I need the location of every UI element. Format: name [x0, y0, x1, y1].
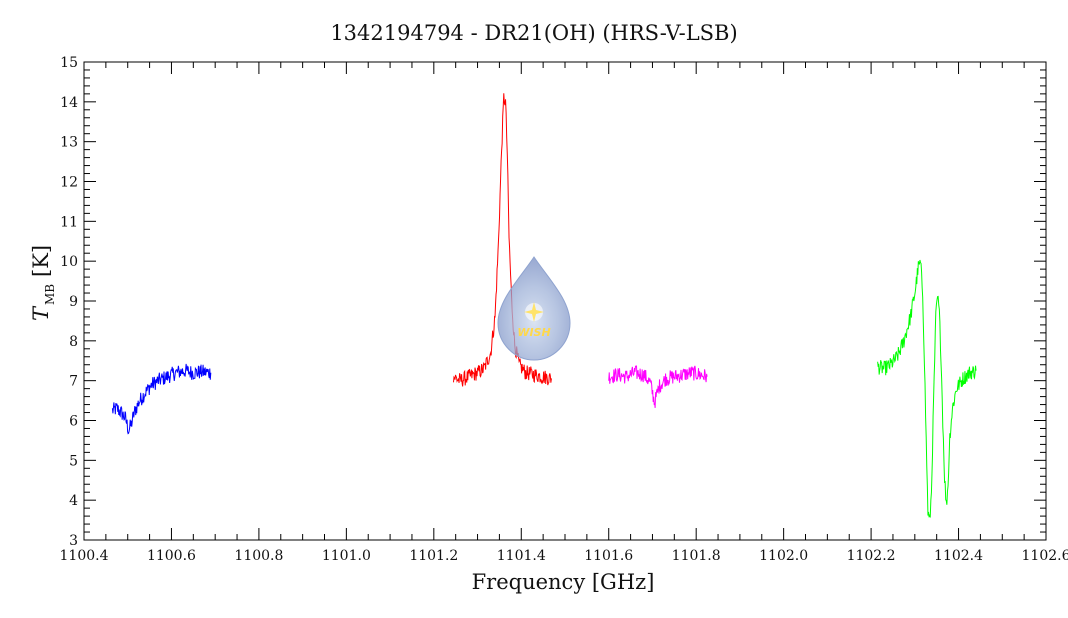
- x-tick-label: 1101.8: [672, 548, 721, 564]
- chart-title: 1342194794 - DR21(OH) (HRS-V-LSB): [330, 21, 737, 45]
- y-axis-label-sub: MB: [43, 284, 57, 305]
- x-tick-label: 1102.4: [934, 548, 983, 564]
- x-tick-label: 1100.8: [234, 548, 283, 564]
- x-tick-label: 1101.4: [497, 548, 546, 564]
- y-axis-label-unit: [K]: [29, 245, 53, 277]
- spectrum-series-3: [608, 365, 708, 408]
- x-tick-label: 1100.4: [60, 548, 109, 564]
- x-tick-label: 1101.2: [409, 548, 458, 564]
- plot-frame: [83, 61, 1047, 541]
- y-axis-label-main: T: [29, 305, 53, 321]
- y-axis-label: T MB [K]: [29, 245, 57, 321]
- y-tick-label: 6: [69, 414, 78, 430]
- x-tick-label: 1102.6: [1022, 548, 1068, 564]
- y-tick-label: 15: [60, 55, 78, 71]
- spectrum-series-1: [111, 363, 212, 435]
- x-tick-label: 1102.0: [759, 548, 808, 564]
- y-tick-label: 4: [69, 493, 78, 509]
- y-tick-label: 13: [60, 135, 78, 151]
- star-icon: [524, 302, 544, 322]
- wish-logo: WISH: [497, 256, 571, 361]
- y-tick-label: 5: [69, 453, 78, 469]
- x-axis-label: Frequency [GHz]: [472, 570, 655, 594]
- y-tick-label: 8: [69, 334, 78, 350]
- y-tick-label: 14: [60, 95, 78, 111]
- spectrum-series-2: [453, 93, 553, 387]
- y-tick-label: 7: [69, 374, 78, 390]
- spectra: [111, 93, 977, 519]
- y-tick-label: 3: [69, 533, 78, 549]
- y-tick-label: 10: [60, 254, 78, 270]
- y-axis: 3 4 5 6 7 8 9 10 11 12 13 14 15: [60, 55, 1046, 549]
- spectrum-series-4: [877, 259, 977, 519]
- y-tick-label: 12: [60, 175, 78, 191]
- x-tick-label: 1100.6: [147, 548, 196, 564]
- x-tick-label: 1102.2: [847, 548, 896, 564]
- wish-logo-text: WISH: [517, 326, 550, 339]
- x-tick-label: 1101.0: [322, 548, 371, 564]
- y-tick-label: 9: [69, 294, 78, 310]
- y-tick-label: 11: [60, 214, 78, 230]
- x-axis: 1100.4 1100.6 1100.8 1101.0 1101.2 1101.4 1101…: [60, 62, 1068, 564]
- x-tick-label: 1101.6: [584, 548, 633, 564]
